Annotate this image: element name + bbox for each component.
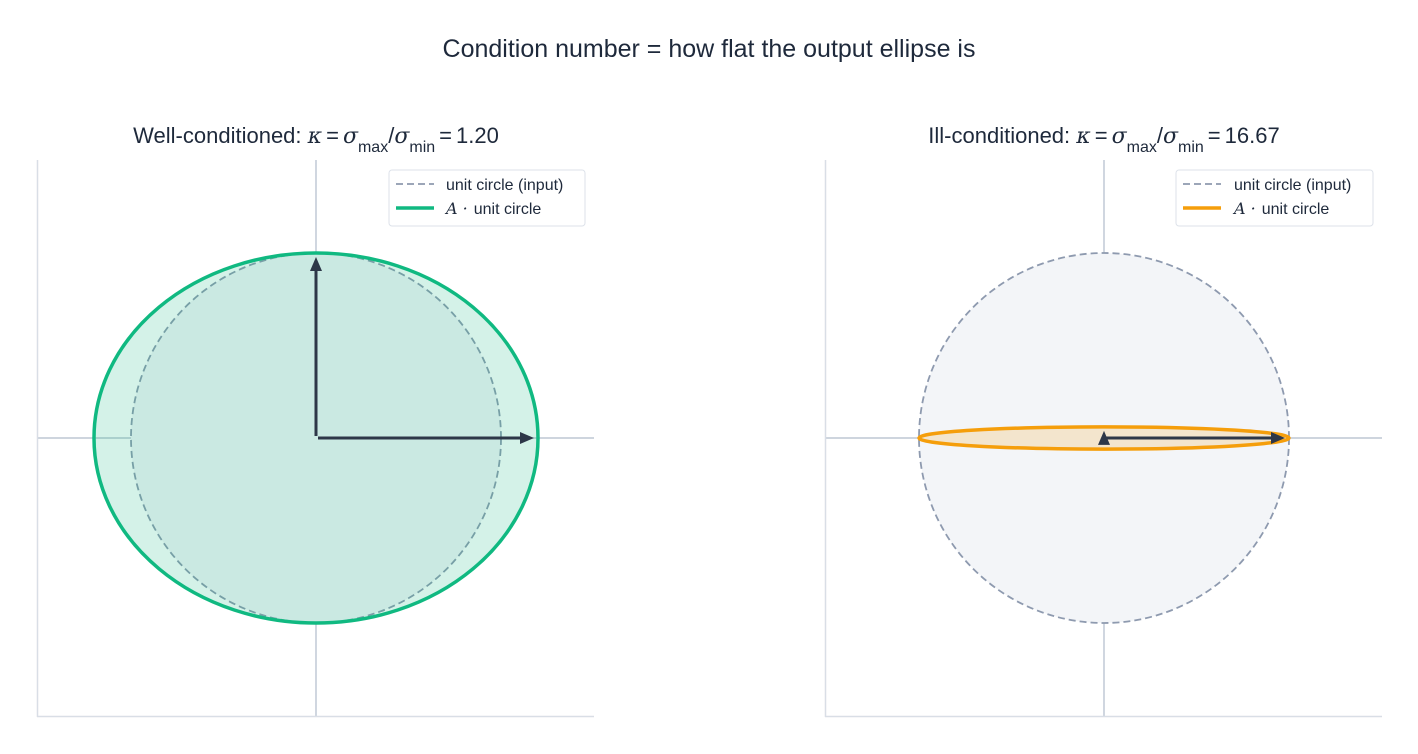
legend-a-dot: A · xyxy=(444,199,468,218)
panel-ill-conditioned: Ill-conditioned: κ = σmax/σmin = 16.67 unit … xyxy=(824,123,1382,718)
title-prefix: Ill-conditioned: xyxy=(928,123,1076,148)
subscript-max: max xyxy=(358,139,388,156)
slash: / xyxy=(1157,123,1164,148)
legend-input-label: unit circle (input) xyxy=(446,177,563,194)
legend-output-label: A · unit circle xyxy=(1232,199,1329,218)
equals-sign: = xyxy=(1208,123,1221,148)
legend: unit circle (input) A · unit circle xyxy=(388,169,586,227)
subscript-max: max xyxy=(1127,139,1157,156)
kappa-symbol: κ xyxy=(307,124,323,149)
subscript-min: min xyxy=(409,139,435,156)
legend: unit circle (input) A · unit circle xyxy=(1175,169,1374,227)
kappa-value: 16.67 xyxy=(1225,123,1280,148)
sigma-symbol: σ xyxy=(343,124,359,149)
legend-input-label: unit circle (input) xyxy=(1234,177,1351,194)
sigma-symbol: σ xyxy=(394,124,410,149)
panel-title: Ill-conditioned: κ = σmax/σmin = 16.67 xyxy=(928,123,1279,156)
equals-sign: = xyxy=(326,123,339,148)
kappa-symbol: κ xyxy=(1075,124,1091,149)
legend-output-text: unit circle xyxy=(474,201,542,218)
figure-title: Condition number = how flat the output e… xyxy=(443,35,976,63)
legend-output-text: unit circle xyxy=(1262,201,1330,218)
subscript-min: min xyxy=(1178,139,1204,156)
sigma-symbol: σ xyxy=(1163,124,1179,149)
equals-sign: = xyxy=(1095,123,1108,148)
sigma-min-arrowhead xyxy=(310,257,322,271)
sigma-max-arrowhead xyxy=(520,432,534,444)
slash: / xyxy=(388,123,395,148)
output-ellipse xyxy=(92,251,540,625)
title-prefix: Well-conditioned: xyxy=(133,123,307,148)
sigma-symbol: σ xyxy=(1112,124,1128,149)
kappa-value: 1.20 xyxy=(456,123,499,148)
panel-title: Well-conditioned: κ = σmax/σmin = 1.20 xyxy=(133,123,499,156)
legend-box xyxy=(388,169,586,227)
sigma-max-arrowhead xyxy=(1271,432,1285,444)
legend-a-dot: A · xyxy=(1232,199,1256,218)
panel-well-conditioned: Well-conditioned: κ = σmax/σmin = 1.20 unit … xyxy=(36,123,594,718)
legend-output-label: A · unit circle xyxy=(444,199,541,218)
equals-sign: = xyxy=(439,123,452,148)
sigma-min-arrowhead xyxy=(1098,430,1110,445)
legend-box xyxy=(1175,169,1374,227)
